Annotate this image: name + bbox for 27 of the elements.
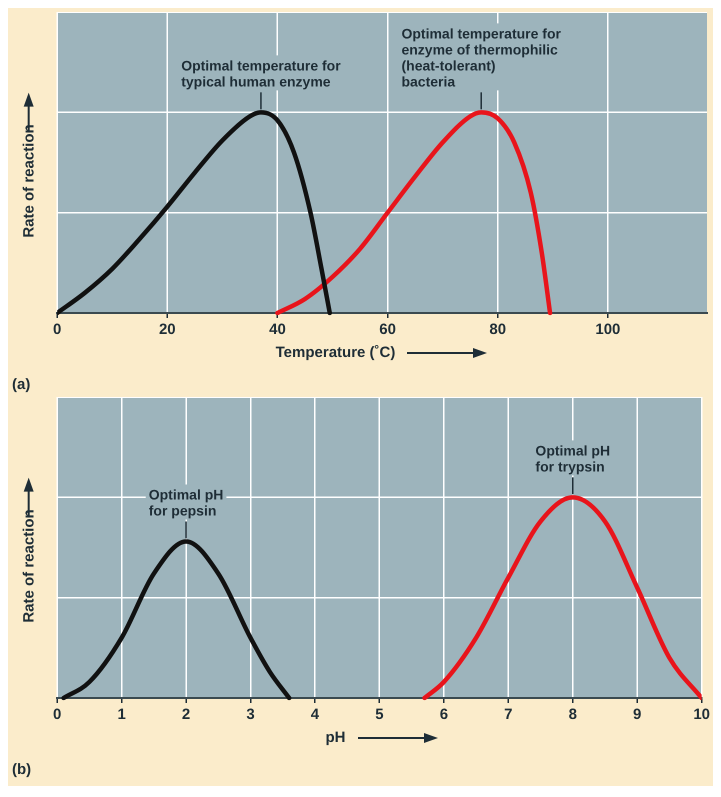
x-tick-label: 40 xyxy=(269,321,286,338)
x-tick-label: 10 xyxy=(693,706,710,724)
x-tick-label: 80 xyxy=(489,321,506,338)
x-tick-label: 3 xyxy=(246,706,255,724)
x-tick-label: 9 xyxy=(633,706,642,724)
x-tick-label: 0 xyxy=(53,321,62,338)
text: (b) xyxy=(12,761,32,778)
x-axis-title: pH xyxy=(326,729,346,746)
x-tick-label: 7 xyxy=(504,706,512,724)
annotation: Optimal temperature for enzyme of thermophilic (heat-tolerant) bacteria xyxy=(401,25,562,90)
y-axis-title: Rate of reaction xyxy=(20,124,38,238)
x-tick-label: 5 xyxy=(375,706,384,724)
x-tick-label: 4 xyxy=(310,706,320,724)
x-tick-label: 8 xyxy=(568,706,577,724)
x-tick-label: 20 xyxy=(158,321,176,338)
x-tick-label: 1 xyxy=(117,706,126,724)
y-axis-title: Rate of reaction xyxy=(20,509,38,623)
x-tick-label: 0 xyxy=(53,706,62,724)
annotation: Optimal temperature for typical human enzyme xyxy=(181,57,342,90)
x-tick-label: 60 xyxy=(379,321,396,338)
text: (a) xyxy=(12,376,30,393)
x-tick-label: 100 xyxy=(595,321,620,338)
x-tick-label: 6 xyxy=(440,706,448,724)
annotation: Optimal pH for trypsin xyxy=(535,442,610,474)
x-axis-title: Temperature (˚C) xyxy=(276,344,396,361)
x-tick-label: 2 xyxy=(182,706,190,724)
annotation: Optimal pH for pepsin xyxy=(148,486,224,518)
